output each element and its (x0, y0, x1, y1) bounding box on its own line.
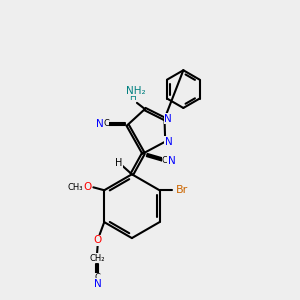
Text: O: O (83, 182, 92, 192)
Text: O: O (94, 235, 102, 245)
Text: CH₃: CH₃ (68, 183, 83, 192)
Text: N: N (94, 279, 102, 289)
Text: C: C (162, 156, 168, 165)
Text: NH₂: NH₂ (126, 86, 145, 96)
Text: C: C (103, 119, 109, 128)
Text: N: N (167, 156, 175, 166)
Text: Br: Br (176, 185, 188, 195)
Text: N: N (165, 137, 173, 147)
Text: N: N (96, 119, 104, 129)
Text: H: H (129, 93, 136, 102)
Text: CH₂: CH₂ (89, 254, 105, 263)
Text: N: N (164, 114, 172, 124)
Text: H: H (115, 158, 122, 168)
Text: C: C (94, 273, 100, 282)
